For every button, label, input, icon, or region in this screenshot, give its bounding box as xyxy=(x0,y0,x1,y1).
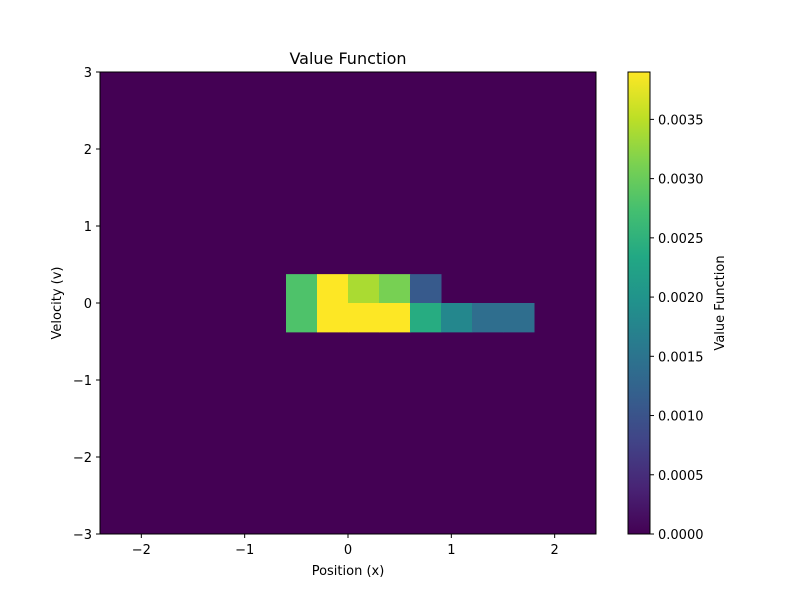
y-tick-label: 1 xyxy=(84,220,92,235)
heatmap-cell xyxy=(410,303,442,333)
colorbar-label: Value Function xyxy=(713,255,728,350)
heatmap-cell xyxy=(503,303,535,333)
colorbar-tick-label: 0.0010 xyxy=(658,410,704,425)
heatmap-cell xyxy=(348,274,380,304)
y-tick-label: 0 xyxy=(84,297,92,312)
x-tick-label: 0 xyxy=(344,543,352,558)
x-tick-label: −2 xyxy=(132,543,151,558)
colorbar-ticks: 0.0000 0.0005 0.0010 0.0015 0.0020 0.0025 0.00… xyxy=(650,113,704,543)
heatmap-cell xyxy=(472,303,504,333)
y-tick-label: 2 xyxy=(84,143,92,158)
colorbar-tick-label: 0.0030 xyxy=(658,173,704,188)
chart-title: Value Function xyxy=(289,49,406,68)
colorbar-tick-label: 0.0005 xyxy=(658,469,704,484)
y-tick-label: −1 xyxy=(73,374,92,389)
colorbar-tick-label: 0.0020 xyxy=(658,291,704,306)
heatmap-cell xyxy=(286,303,318,333)
x-tick-label: −1 xyxy=(235,543,254,558)
heatmap-cell xyxy=(348,303,380,333)
y-tick-label: −2 xyxy=(73,451,92,466)
heatmap-cell xyxy=(286,274,318,304)
x-axis-ticks: −2 −1 0 1 2 xyxy=(132,534,559,558)
x-tick-label: 1 xyxy=(447,543,455,558)
colorbar-tick-label: 0.0035 xyxy=(658,113,704,128)
heatmap-cell xyxy=(410,274,442,304)
colorbar-gradient xyxy=(627,71,651,535)
x-tick-label: 2 xyxy=(551,543,559,558)
heatmap-cell xyxy=(441,303,473,333)
y-axis-label: Velocity (v) xyxy=(50,267,65,340)
colorbar-tick-label: 0.0015 xyxy=(658,350,704,365)
heatmap-plot-area xyxy=(99,71,597,535)
heatmap-cell xyxy=(379,303,411,333)
x-axis-label: Position (x) xyxy=(312,564,385,579)
heatmap-cell xyxy=(379,274,411,304)
colorbar: 0.0000 0.0005 0.0010 0.0015 0.0020 0.0025 0.00… xyxy=(627,71,728,543)
y-axis-ticks: −3 −2 −1 0 1 2 3 xyxy=(73,66,100,543)
colorbar-tick-label: 0.0000 xyxy=(658,528,704,543)
y-tick-label: −3 xyxy=(73,528,92,543)
y-tick-label: 3 xyxy=(84,66,92,81)
heatmap-cell xyxy=(317,303,349,333)
heatmap-cell xyxy=(317,274,349,304)
colorbar-tick-label: 0.0025 xyxy=(658,232,704,247)
heatmap-cells xyxy=(286,274,535,333)
